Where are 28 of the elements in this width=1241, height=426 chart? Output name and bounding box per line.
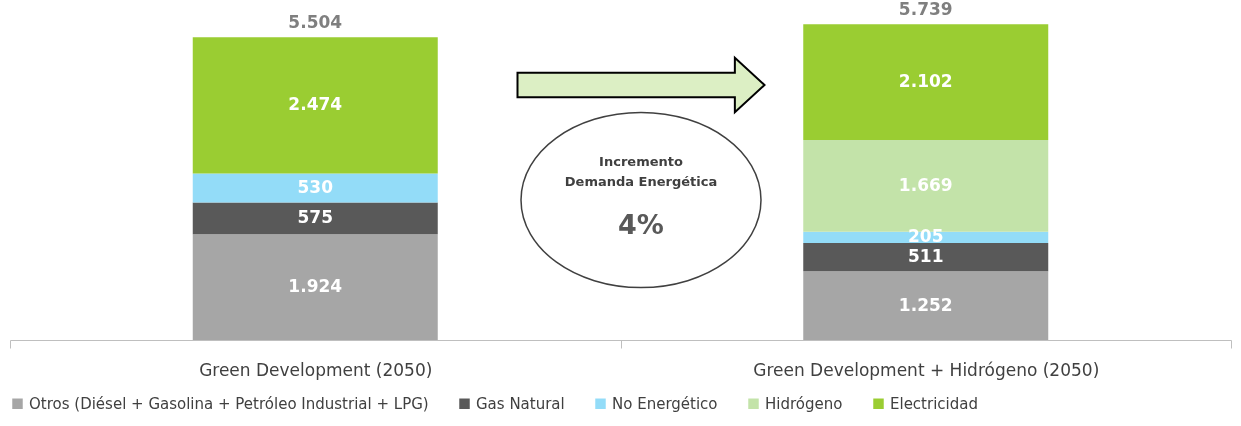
data-label: 511 <box>908 246 944 267</box>
total-label: 5.739 <box>898 0 953 20</box>
data-label: 1.924 <box>288 276 343 297</box>
data-label: 1.252 <box>898 294 953 315</box>
data-label: 575 <box>297 207 333 228</box>
x-tick-label: Green Development + Hidrógeno (2050) <box>753 359 1100 380</box>
legend-label: Gas Natural <box>476 394 565 413</box>
data-label: 2.474 <box>288 94 343 115</box>
bar <box>803 271 1049 340</box>
legend-label: Hidrógeno <box>765 394 843 413</box>
x-tick-label: Green Development (2050) <box>199 359 433 380</box>
data-label: 1.669 <box>898 174 953 195</box>
bar <box>803 243 1049 272</box>
data-label: 2.102 <box>898 71 953 92</box>
bar <box>803 24 1049 140</box>
legend-label: No Energético <box>612 394 718 413</box>
annotation: 4% <box>618 209 664 240</box>
legend-label: Electricidad <box>890 394 978 413</box>
bar <box>192 37 438 174</box>
bar <box>192 173 438 203</box>
bar <box>192 202 438 235</box>
data-label: 530 <box>297 176 334 197</box>
total-label: 5.504 <box>288 12 343 33</box>
annotation: Incremento Demanda Energética <box>564 154 718 189</box>
legend-label: Otros (Diésel + Gasolina + Petróleo Industrial + LPG) <box>29 394 429 413</box>
bar <box>803 231 1049 244</box>
bar <box>192 234 438 340</box>
data-label: 205 <box>908 226 944 247</box>
